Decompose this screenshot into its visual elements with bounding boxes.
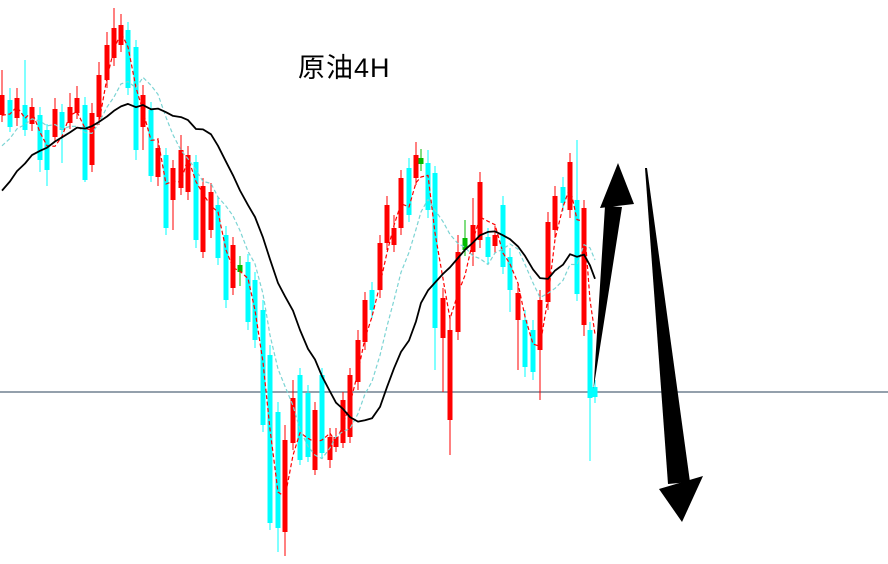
candle-body: [44, 130, 50, 170]
candle-body: [163, 155, 169, 228]
candle-body: [413, 155, 419, 178]
candle-body: [193, 162, 199, 240]
candle-body: [0, 95, 5, 115]
candle-body: [230, 245, 236, 288]
candle-body: [29, 107, 35, 124]
candle-body: [560, 187, 566, 203]
candle-body: [355, 340, 361, 382]
candle-body: [52, 109, 58, 137]
candle-body: [290, 398, 296, 443]
candle-body: [522, 320, 528, 367]
candle-body: [215, 205, 221, 258]
candle-body: [347, 375, 353, 437]
candle-body: [155, 148, 161, 177]
candle-body: [515, 293, 521, 320]
candle-body: [252, 280, 258, 340]
candle-body: [485, 237, 491, 257]
candle-body: [552, 196, 558, 230]
candle-body: [312, 410, 318, 470]
candle-body: [67, 107, 73, 123]
candle-body: [477, 182, 483, 240]
candle-body: [297, 375, 303, 460]
candle-body: [111, 28, 117, 58]
candle-body: [592, 387, 598, 397]
candle-body: [89, 113, 95, 165]
candle-body: [545, 222, 551, 302]
candle-body: [200, 186, 206, 252]
candle-body: [369, 290, 375, 310]
candle-body: [267, 355, 273, 523]
candle-body: [440, 298, 446, 338]
candle-body: [492, 235, 498, 246]
candle-body: [59, 112, 65, 130]
candle-body: [37, 115, 43, 160]
candle-body: [305, 393, 311, 457]
candle-body: [245, 262, 251, 322]
candle-body: [237, 265, 243, 272]
candle-body: [148, 110, 154, 176]
candle-body: [425, 163, 431, 210]
candle-body: [455, 252, 461, 332]
down-arrow-shaft: [645, 168, 690, 484]
candle-body: [14, 98, 20, 118]
candle-body: [581, 208, 587, 325]
candle-body: [96, 75, 102, 117]
candle-body: [406, 168, 412, 215]
candle-body: [447, 330, 453, 420]
candle-body: [391, 228, 397, 245]
candle-body: [223, 235, 229, 300]
candle-body: [462, 238, 468, 250]
candle-body: [170, 168, 176, 200]
candle-body: [118, 25, 124, 45]
candle-body: [74, 98, 80, 113]
candle-body: [567, 162, 573, 210]
candle-body: [133, 47, 139, 150]
candle-body: [587, 330, 593, 398]
candle-body: [319, 375, 325, 453]
up-arrow-shaft: [593, 206, 622, 389]
ma-slow-line: [1, 103, 596, 423]
candle-body: [530, 330, 536, 372]
candle-body: [340, 400, 346, 443]
candle-body: [377, 243, 383, 290]
candle-body: [282, 440, 288, 532]
candle-body: [362, 300, 368, 342]
down-arrow-head: [659, 476, 703, 522]
candle-body: [418, 158, 424, 164]
candle-body: [275, 412, 281, 528]
ma-fast-line: [1, 32, 596, 498]
ma-mid-line: [1, 76, 596, 460]
candle-body: [178, 150, 184, 188]
candle-body: [537, 300, 543, 350]
chart-title: 原油4H: [298, 53, 391, 83]
candle-body: [260, 310, 266, 425]
candle-body: [104, 45, 110, 80]
candle-body: [208, 192, 214, 230]
up-arrow-head: [600, 163, 634, 208]
candle-body: [125, 30, 131, 88]
candle-body: [384, 205, 390, 243]
candle-body: [82, 105, 88, 180]
candle-body: [507, 257, 513, 290]
candle-body: [432, 173, 438, 328]
candle-body: [574, 200, 580, 294]
candle-body: [185, 155, 191, 192]
candle-body: [398, 178, 404, 228]
